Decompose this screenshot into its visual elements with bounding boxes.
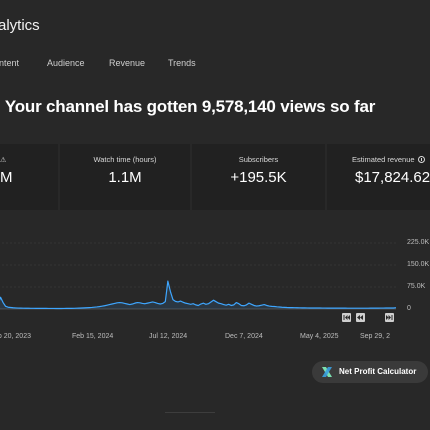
channel-views-headline: Your channel has gotten 9,578,140 views … <box>4 97 376 116</box>
skip-forward-icon <box>386 315 393 320</box>
series-line <box>0 280 397 310</box>
warning-icon: ⚠ <box>0 157 7 164</box>
x-tick-label: Dec 7, 2024 <box>225 333 263 340</box>
chart-prev-button[interactable] <box>342 313 351 322</box>
y-tick-label: 0 <box>407 305 411 312</box>
net-profit-calculator-label: Net Profit Calculator <box>339 367 417 376</box>
watch-time-label: Watch time (hours) <box>93 155 157 164</box>
subscribers-card[interactable]: Subscribers +195.5K <box>192 144 325 210</box>
skip-back-icon <box>343 315 350 320</box>
views-label: ⚠ <box>0 155 78 164</box>
y-tick-label: 75.0K <box>407 283 426 290</box>
y-tick-label: 225.0K <box>407 239 430 246</box>
rewind-icon <box>357 315 363 320</box>
tab-audience[interactable]: Audience <box>47 58 85 68</box>
watch-time-card[interactable]: Watch time (hours) 1.1M <box>60 144 190 210</box>
revenue-value: $17,824.62 <box>355 169 430 186</box>
tab-bar: ontent Audience Revenue Trends <box>0 58 430 72</box>
divider <box>165 412 215 413</box>
tab-content[interactable]: ontent <box>0 58 20 68</box>
page-title: alytics <box>0 17 40 34</box>
metrics-row: ⚠ M Watch time (hours) 1.1M Subscribers … <box>0 144 430 210</box>
y-tick-label: 150.0K <box>407 261 430 268</box>
x-tick-label: ep 20, 2023 <box>0 333 31 340</box>
revenue-card[interactable]: Estimated revenue $17,824.62 <box>327 144 430 210</box>
chart-rewind-button[interactable] <box>356 313 365 322</box>
views-value: M <box>0 169 13 186</box>
subscribers-label: Subscribers <box>238 155 279 164</box>
revenue-label: Estimated revenue <box>352 155 430 164</box>
x-tick-label: Jul 12, 2024 <box>149 333 188 340</box>
net-profit-calculator-button[interactable]: Net Profit Calculator <box>312 361 428 383</box>
tab-trends[interactable]: Trends <box>168 58 196 68</box>
views-card[interactable]: ⚠ M <box>0 144 58 210</box>
x-tick-label: Feb 15, 2024 <box>72 333 114 340</box>
x-tick-label: Sep 29, 2 <box>360 333 390 340</box>
tab-revenue[interactable]: Revenue <box>109 58 146 68</box>
chart-next-button[interactable] <box>385 313 394 322</box>
x-tick-label: May 4, 2025 <box>300 333 339 340</box>
info-icon <box>417 156 425 163</box>
watch-time-value: 1.1M <box>108 169 142 186</box>
subscribers-value: +195.5K <box>230 169 287 186</box>
calculator-logo-icon <box>322 367 332 377</box>
